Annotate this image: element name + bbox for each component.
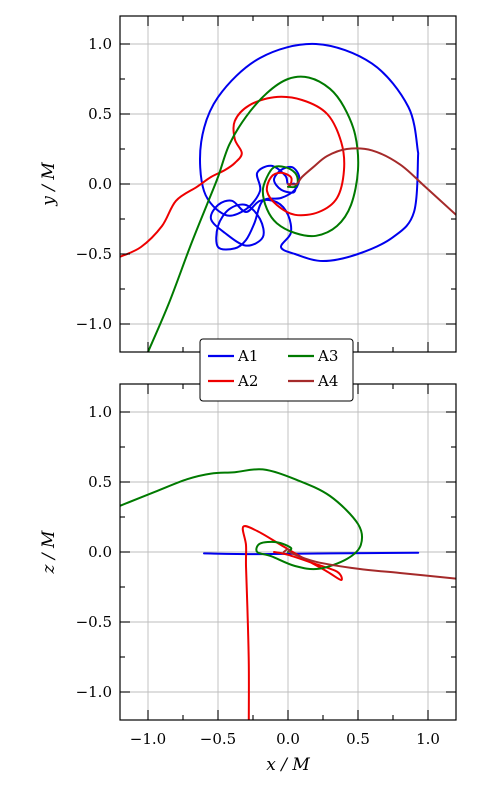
trajectory-a1	[203, 551, 420, 556]
trajectory-a3	[147, 75, 360, 352]
bottom-panel-xz: −1.0 −0.5 0.0 0.5 1.0 −1.0 −0.5 0.0 0.5 1.0 z / M x…	[39, 383, 457, 775]
trajectory-a1	[199, 42, 420, 262]
y-tick-label: 1.0	[88, 403, 112, 421]
y-tick-label: −0.5	[76, 613, 112, 631]
y-tick-label: 0.0	[88, 175, 112, 193]
trajectory-a3	[120, 468, 364, 571]
legend-label-a3: A3	[317, 347, 338, 365]
x-tick-label: 1.0	[416, 730, 440, 748]
x-axis-label: x / M	[266, 755, 310, 775]
y-tick-label: −1.0	[76, 315, 112, 333]
legend-label-a4: A4	[317, 372, 338, 390]
x-tick-label: 0.0	[276, 730, 300, 748]
legend-box	[199, 338, 354, 402]
y-tick-label: 0.5	[88, 473, 112, 491]
trajectory-a4	[282, 548, 456, 580]
x-tick-label: −0.5	[200, 730, 236, 748]
legend-label-a1: A1	[237, 347, 258, 365]
y-tick-label: 1.0	[88, 35, 112, 53]
y-tick-label: −0.5	[76, 245, 112, 263]
trajectory-a2	[241, 525, 343, 720]
legend: A1 A3 A2 A4	[199, 338, 354, 402]
y-tick-label: 0.0	[88, 543, 112, 561]
trajectory-a4	[287, 147, 456, 216]
y-tick-label: 0.5	[88, 105, 112, 123]
legend-label-a2: A2	[237, 372, 258, 390]
x-tick-label: 0.5	[346, 730, 370, 748]
y-tick-label: −1.0	[76, 683, 112, 701]
y-axis-label: z / M	[39, 530, 59, 574]
x-tick-label: −1.0	[130, 730, 166, 748]
trajectory-a2	[120, 95, 346, 258]
top-panel-xy: −1.0 −0.5 0.0 0.5 1.0 y / M	[39, 15, 457, 353]
y-axis-label: y / M	[39, 162, 59, 207]
